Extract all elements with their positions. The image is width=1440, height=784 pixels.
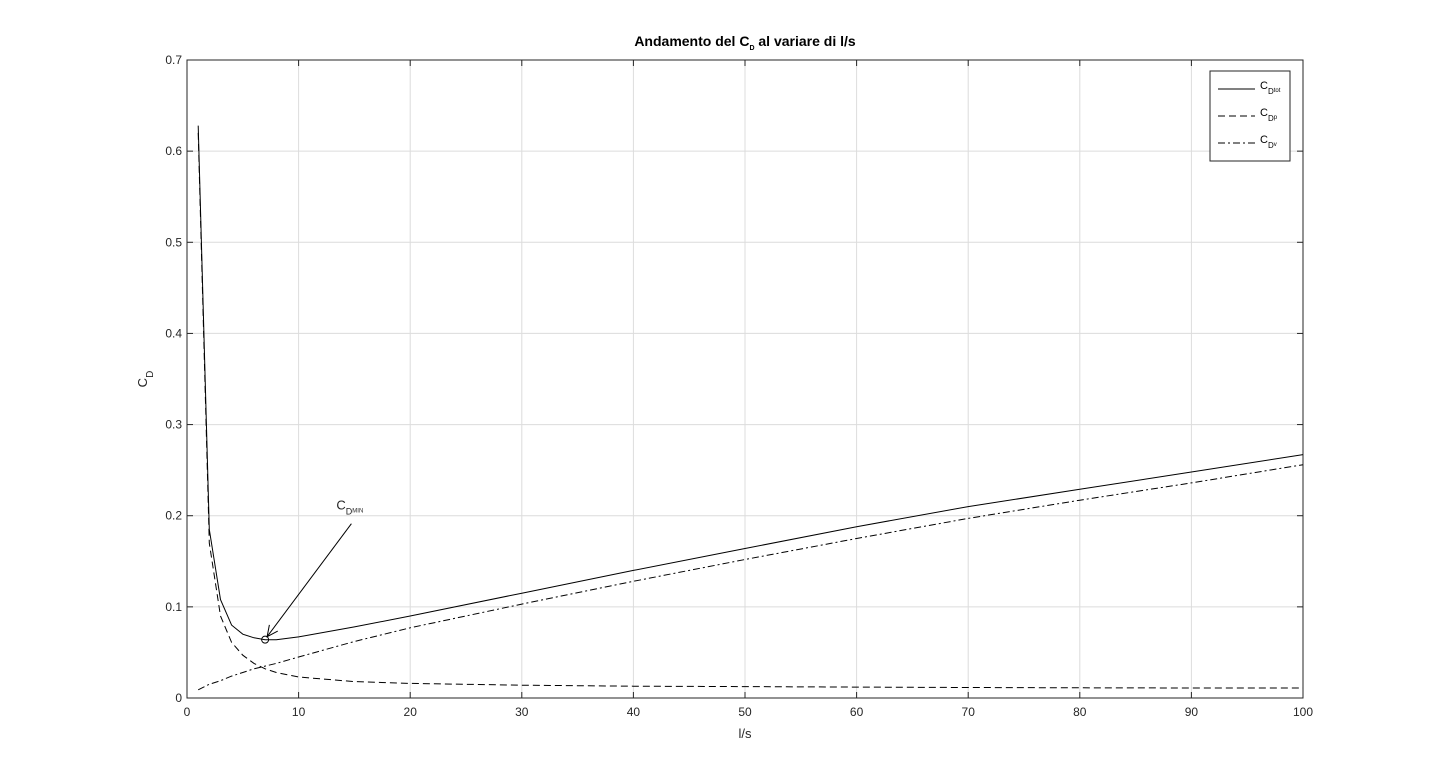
legend-label-C_D_tot: CDtot: [1260, 80, 1281, 96]
series-line-C_D_v: [197, 464, 1304, 691]
annotation-min-marker: [261, 635, 270, 644]
annotation-label-subsub: MIN: [352, 509, 363, 515]
y-axis-label: CD: [135, 371, 156, 388]
series-line-C_D_p: [197, 132, 1303, 689]
ticks: 0 10 20 30 40 50 60 70 80 90 100 0 0.1 0.2 0.3 0.4 0.5 0.…: [165, 53, 1313, 719]
legend-item-C_D_p: CDp: [1218, 107, 1278, 123]
legend: CDtot CDp CDv: [1209, 70, 1291, 162]
legend-item-C_D_v: CDv: [1218, 134, 1277, 150]
y-tick-label: 0.6: [165, 144, 182, 158]
y-tick-label: 0.1: [165, 600, 182, 614]
x-tick-label: 0: [184, 705, 191, 719]
series-line-C_D_tot: [197, 125, 1304, 641]
chart-title-rest: al variare di l/s: [755, 33, 856, 49]
legend-label-C_D_v: CDv: [1260, 134, 1277, 150]
annotation-label-main: C: [336, 498, 345, 513]
y-tick-label: 0.2: [165, 509, 182, 523]
annotation-label-sub: D: [346, 507, 353, 517]
chart-title-sub: D: [749, 45, 754, 52]
x-tick-label: 20: [404, 705, 418, 719]
x-tick-label: 30: [515, 705, 529, 719]
y-tick-label: 0.5: [165, 235, 182, 249]
legend-items: CDtot CDp CDv: [1218, 80, 1281, 150]
y-tick-label: 0.7: [165, 53, 182, 67]
legend-label-C_D_p: CDp: [1260, 107, 1278, 123]
x-tick-label: 60: [850, 705, 864, 719]
annotation-label: CDMIN: [336, 498, 363, 517]
annotation-arrow-line: [266, 523, 352, 637]
legend-item-C_D_tot: CDtot: [1218, 80, 1281, 96]
chart-title: Andamento del CD al variare di l/s: [634, 33, 856, 52]
chart-title-main: Andamento del C: [634, 33, 749, 49]
x-tick-label: 90: [1185, 705, 1199, 719]
x-axis-label: l/s: [739, 726, 753, 741]
x-tick-label: 100: [1293, 705, 1313, 719]
x-tick-label: 70: [962, 705, 976, 719]
x-tick-label: 10: [292, 705, 306, 719]
y-axis-label-main: C: [135, 378, 150, 387]
x-tick-label: 80: [1073, 705, 1087, 719]
x-tick-label: 50: [738, 705, 752, 719]
x-tick-label: 40: [627, 705, 641, 719]
y-tick-label: 0.3: [165, 418, 182, 432]
y-axis-label-sub: D: [145, 371, 156, 378]
annotation-cd-min: CDMIN: [261, 498, 363, 644]
y-tick-label: 0.4: [165, 326, 182, 340]
y-tick-label: 0: [175, 691, 182, 705]
series-group: [197, 125, 1304, 691]
